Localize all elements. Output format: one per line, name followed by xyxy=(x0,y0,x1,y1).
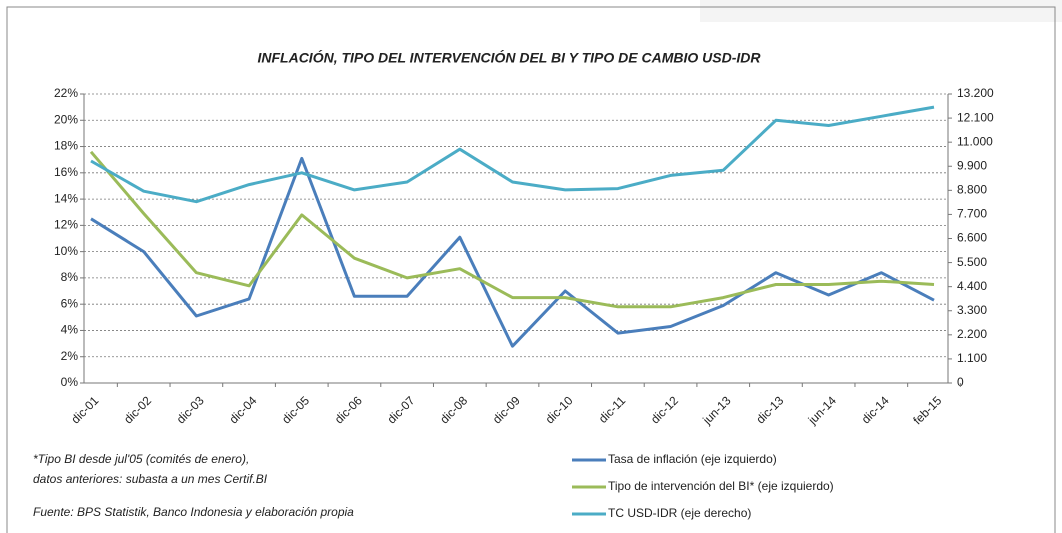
x-tick-label: jun-13 xyxy=(699,393,733,427)
x-tick-label: dic-03 xyxy=(174,393,207,426)
y-tick-label: 20% xyxy=(54,112,78,126)
y-tick-label: 22% xyxy=(54,86,78,100)
x-tick-label: dic-05 xyxy=(279,393,312,426)
x-tick-label: dic-08 xyxy=(437,393,470,426)
y2-tick-label: 2.200 xyxy=(957,327,987,341)
y2-tick-label: 12.100 xyxy=(957,110,994,124)
y-tick-label: 16% xyxy=(54,165,78,179)
legend-label: Tasa de inflación (eje izquierdo) xyxy=(608,452,777,466)
x-tick-label: dic-06 xyxy=(332,393,365,426)
y-tick-label: 0% xyxy=(61,375,79,389)
y-tick-label: 4% xyxy=(61,323,79,337)
x-tick-label: dic-13 xyxy=(753,393,786,426)
chart-title: INFLACIÓN, TIPO DEL INTERVENCIÓN DEL BI … xyxy=(257,49,761,66)
x-tick-label: dic-09 xyxy=(490,393,523,426)
legend-label: TC USD-IDR (eje derecho) xyxy=(608,506,751,520)
y2-tick-label: 8.800 xyxy=(957,183,987,197)
series-line xyxy=(90,156,935,348)
y-tick-label: 2% xyxy=(61,349,79,363)
series-line xyxy=(89,150,935,309)
legend-label: Tipo de intervención del BI* (eje izquie… xyxy=(608,479,834,493)
x-tick-label: dic-01 xyxy=(68,393,101,426)
x-tick-label: feb-15 xyxy=(910,393,944,427)
chart-border xyxy=(6,6,1056,533)
note: *Tipo BI desde jul'05 (comités de enero)… xyxy=(33,452,249,466)
y-tick-label: 14% xyxy=(54,191,78,205)
note: Fuente: BPS Statistik, Banco Indonesia y… xyxy=(33,505,354,519)
x-tick-label: dic-14 xyxy=(859,393,892,426)
y2-tick-label: 9.900 xyxy=(957,158,987,172)
y-tick-label: 18% xyxy=(54,139,78,153)
y2-tick-label: 11.000 xyxy=(957,134,993,148)
y-tick-label: 6% xyxy=(61,296,79,310)
y2-tick-label: 6.600 xyxy=(957,231,987,245)
x-tick-label: dic-07 xyxy=(384,393,417,426)
y2-tick-label: 13.200 xyxy=(957,86,994,100)
y2-tick-label: 3.300 xyxy=(957,303,987,317)
x-tick-label: dic-10 xyxy=(543,393,576,426)
y2-tick-label: 0 xyxy=(957,375,964,389)
y2-tick-label: 5.500 xyxy=(957,255,987,269)
background-strip xyxy=(700,0,1062,22)
x-tick-label: dic-02 xyxy=(121,393,154,426)
y2-tick-label: 7.700 xyxy=(957,207,987,221)
x-tick-label: dic-12 xyxy=(648,393,681,426)
x-tick-label: dic-11 xyxy=(596,393,629,426)
y-tick-label: 8% xyxy=(61,270,79,284)
y2-tick-label: 4.400 xyxy=(957,279,987,293)
x-tick-label: jun-14 xyxy=(805,393,839,427)
y-tick-label: 12% xyxy=(54,218,78,232)
y2-tick-label: 1.100 xyxy=(957,351,987,365)
x-tick-label: dic-04 xyxy=(226,393,259,426)
series-line xyxy=(90,105,935,204)
note: datos anteriores: subasta a un mes Certi… xyxy=(33,472,268,486)
y-tick-label: 10% xyxy=(54,244,78,258)
